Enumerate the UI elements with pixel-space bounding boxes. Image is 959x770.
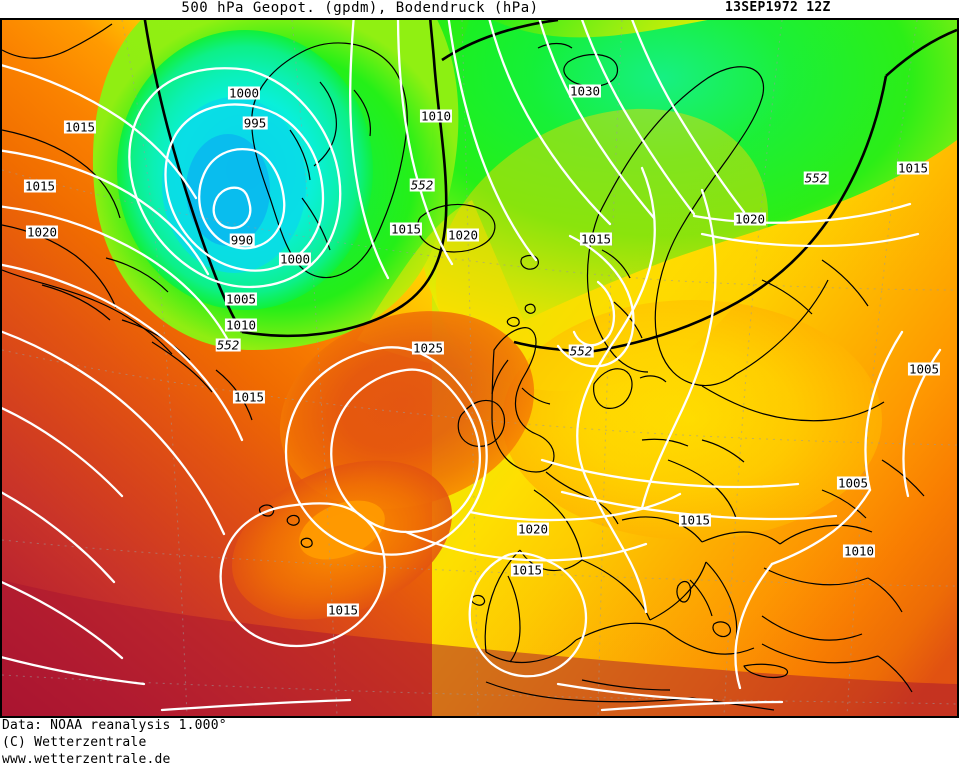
page-title: 500 hPa Geopot. (gpdm), Bodendruck (hPa) bbox=[181, 0, 539, 16]
isobar-label: 995 bbox=[242, 115, 268, 131]
isobar-label: 1015 bbox=[678, 512, 712, 528]
isobar-label: 1015 bbox=[232, 389, 266, 405]
isobar-label: 1025 bbox=[411, 340, 445, 356]
map-date-label: 13SEP1972 12Z bbox=[725, 0, 831, 15]
isobar-label: 1015 bbox=[510, 562, 544, 578]
footer-website[interactable]: www.wetterzentrale.de bbox=[2, 752, 171, 767]
isobar-label: 1010 bbox=[842, 543, 876, 559]
isobar-label: 990 bbox=[229, 232, 255, 248]
footer-data-source: Data: NOAA reanalysis 1.000° bbox=[2, 718, 227, 733]
footer: Data: NOAA reanalysis 1.000° (C) Wetterz… bbox=[0, 718, 959, 770]
geopotential-label: 552 bbox=[215, 337, 241, 353]
field-yellow-europe bbox=[502, 300, 882, 540]
isobar-label: 1015 bbox=[63, 119, 97, 135]
field-green-ne bbox=[419, 20, 957, 350]
graticule bbox=[2, 20, 957, 716]
isobar-label: 1015 bbox=[23, 178, 57, 194]
isobar-label: 1005 bbox=[907, 361, 941, 377]
footer-copyright: (C) Wetterzentrale bbox=[2, 735, 147, 750]
geopotential-label: 552 bbox=[568, 343, 594, 359]
isobar-label: 1030 bbox=[568, 83, 602, 99]
isobar-label: 1020 bbox=[733, 211, 767, 227]
geopotential-label: 552 bbox=[803, 170, 829, 186]
isobar-label: 1015 bbox=[326, 602, 360, 618]
map-field-svg bbox=[2, 20, 957, 716]
isobars bbox=[2, 20, 942, 712]
isobar-label: 1010 bbox=[224, 317, 258, 333]
isobar-label: 1010 bbox=[419, 108, 453, 124]
isobar-label: 1020 bbox=[25, 224, 59, 240]
field-deep-red-south bbox=[2, 580, 957, 716]
isobar-label: 1020 bbox=[446, 227, 480, 243]
coastlines bbox=[2, 23, 925, 711]
isobar-label: 1015 bbox=[896, 160, 930, 176]
geopotential-label: 552 bbox=[409, 177, 435, 193]
isobar-label: 1015 bbox=[579, 231, 613, 247]
title-bar: 500 hPa Geopot. (gpdm), Bodendruck (hPa)… bbox=[0, 0, 959, 18]
isobar-label: 1005 bbox=[836, 475, 870, 491]
isobar-label: 1000 bbox=[227, 85, 261, 101]
isobar-label: 1015 bbox=[389, 221, 423, 237]
field-azores-core bbox=[299, 500, 385, 560]
weather-map-canvas[interactable]: 1015 1015 1020 1000 995 990 1000 1005 1010 1015 10… bbox=[0, 18, 959, 718]
isobar-label: 1000 bbox=[278, 251, 312, 267]
isobar-label: 1005 bbox=[224, 291, 258, 307]
isobar-label: 1020 bbox=[516, 521, 550, 537]
